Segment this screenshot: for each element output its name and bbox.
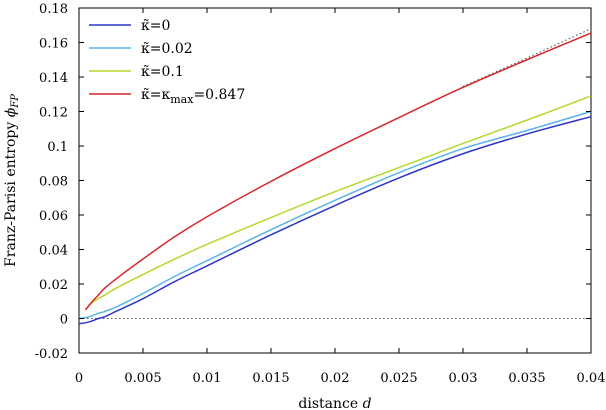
x-tick-label: 0.035 [508,371,545,386]
y-tick-label: 0.18 [39,2,68,17]
reference-line-dotted [462,28,592,88]
x-tick-label: 0.015 [252,371,289,386]
x-tick-label: 0.03 [449,371,478,386]
x-tick-label: 0.04 [577,371,606,386]
series-line-4 [84,32,592,311]
legend-label-1: κ̃=0 [141,18,170,34]
y-axis-title: Franz-Parisi entropy ϕFP [3,94,21,267]
legend-label-3: κ̃=0.1 [141,64,184,80]
y-tick-label: 0.14 [39,71,68,86]
y-tick-label: -0.02 [35,347,68,362]
y-tick-label: 0.08 [39,175,68,190]
x-axis-title: distance d [298,396,371,410]
legend: κ̃=0 κ̃=0.02 κ̃=0.1 κ̃=κmax=0.847 [89,18,245,106]
y-tick-label: 0.1 [47,140,68,155]
series-line-3 [84,95,592,311]
series-lines [78,32,592,325]
plot-frame [78,7,592,354]
y-axis-ticks: -0.02 0 0.02 0.04 0.06 0.08 0.1 0.12 0.14 0.16 0.1… [35,2,591,362]
series-line-1 [78,115,592,325]
y-tick-label: 0.04 [39,244,68,259]
y-tick-label: 0 [60,313,68,328]
y-tick-label: 0.06 [39,209,68,224]
x-tick-label: 0.01 [193,371,222,386]
y-tick-label: 0.16 [39,37,68,52]
reference-lines [79,28,592,320]
x-tick-label: 0.005 [124,371,161,386]
x-tick-label: 0.025 [380,371,417,386]
legend-label-4: κ̃=κmax=0.847 [141,87,245,106]
plot-border [78,7,592,354]
x-tick-label: 0 [75,371,83,386]
x-tick-label: 0.02 [321,371,350,386]
y-tick-label: 0.12 [39,106,68,121]
x-axis-ticks: 0 0.005 0.01 0.015 0.02 0.025 0.03 0.035 0.04 [75,8,606,386]
y-tick-label: 0.02 [39,278,68,293]
series-line-2 [78,110,592,320]
legend-label-2: κ̃=0.02 [141,41,193,57]
